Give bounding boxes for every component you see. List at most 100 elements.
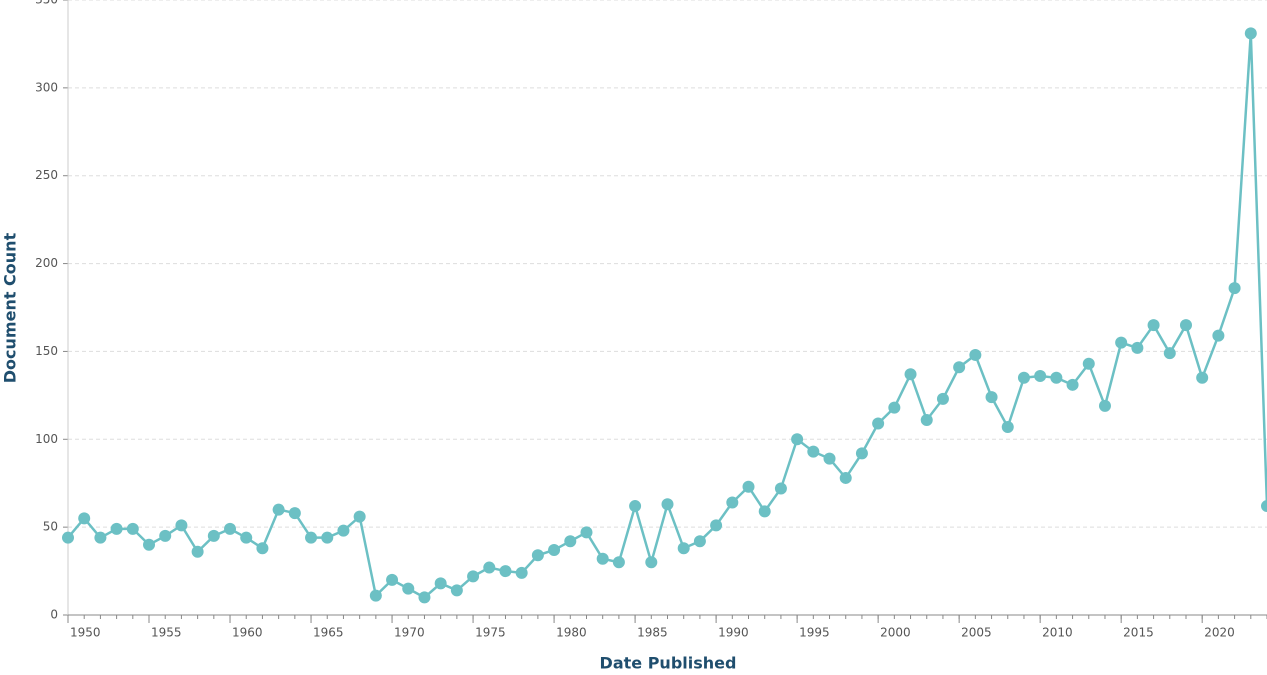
point: [515, 566, 528, 579]
point: [953, 361, 966, 374]
y-tick-label: 200: [35, 256, 58, 270]
point: [1066, 378, 1079, 391]
point: [483, 561, 496, 574]
point: [1098, 399, 1111, 412]
point: [629, 500, 642, 513]
point: [62, 531, 74, 544]
point: [661, 498, 674, 511]
point: [1244, 27, 1257, 40]
point: [1034, 370, 1047, 383]
point: [78, 512, 91, 525]
point: [645, 556, 658, 569]
point: [288, 507, 301, 520]
point: [1147, 319, 1160, 332]
y-tick-label: 0: [50, 608, 58, 622]
point: [1261, 500, 1267, 513]
point: [1163, 347, 1176, 360]
series-line: [67, 33, 1267, 599]
point: [1212, 329, 1225, 342]
point: [807, 445, 820, 458]
point: [256, 542, 269, 555]
x-tick-label: 1995: [799, 626, 830, 640]
point: [855, 447, 868, 460]
point: [1017, 371, 1030, 384]
point: [207, 529, 220, 542]
point: [596, 552, 609, 565]
y-tick-label: 350: [35, 0, 58, 7]
x-tick-label: 1985: [637, 626, 668, 640]
point: [240, 531, 253, 544]
point: [920, 413, 933, 426]
point: [548, 543, 561, 556]
point: [1179, 319, 1192, 332]
point: [1050, 371, 1063, 384]
point: [110, 522, 123, 535]
point: [888, 401, 901, 414]
point: [337, 524, 350, 537]
point: [434, 577, 447, 590]
point: [710, 519, 723, 532]
point: [450, 584, 463, 597]
point: [1082, 357, 1095, 370]
point: [224, 522, 237, 535]
x-axis-title: Date Published: [600, 654, 737, 673]
point: [580, 526, 593, 539]
point: [742, 480, 755, 493]
point: [985, 391, 998, 404]
point: [726, 496, 739, 509]
point: [839, 471, 852, 484]
x-tick-label: 1950: [70, 626, 101, 640]
x-tick-label: 1975: [475, 626, 506, 640]
point: [612, 556, 625, 569]
x-tick-label: 1955: [151, 626, 182, 640]
point: [531, 549, 544, 562]
point: [321, 531, 334, 544]
point: [693, 535, 706, 548]
x-tick-label: 1980: [556, 626, 587, 640]
point: [272, 503, 285, 516]
point: [353, 510, 366, 523]
point: [191, 545, 204, 558]
x-tick-label: 1960: [232, 626, 263, 640]
point: [467, 570, 480, 583]
point: [499, 565, 512, 578]
y-tick-label: 150: [35, 344, 58, 358]
x-tick-label: 1965: [313, 626, 344, 640]
x-tick-label: 1990: [718, 626, 749, 640]
point: [126, 522, 139, 535]
point: [758, 505, 771, 518]
x-tick-label: 2010: [1042, 626, 1073, 640]
y-tick-label: 300: [35, 80, 58, 94]
point: [1196, 371, 1209, 384]
point: [564, 535, 577, 548]
point: [1228, 282, 1241, 295]
point: [936, 392, 949, 405]
point: [774, 482, 787, 495]
point: [175, 519, 188, 532]
point: [1131, 341, 1144, 354]
y-tick-label: 50: [43, 520, 58, 534]
point: [305, 531, 318, 544]
point: [159, 529, 172, 542]
point: [1115, 336, 1128, 349]
x-tick-label: 2000: [880, 626, 911, 640]
x-tick-label: 1970: [394, 626, 425, 640]
point: [418, 591, 431, 604]
point: [386, 573, 399, 586]
point: [969, 348, 982, 361]
point: [677, 542, 690, 555]
point: [94, 531, 107, 544]
y-tick-label: 100: [35, 432, 58, 446]
x-tick-label: 2015: [1123, 626, 1154, 640]
point: [823, 452, 836, 465]
point: [143, 538, 156, 551]
point: [904, 368, 917, 381]
point: [369, 589, 382, 602]
point: [402, 582, 415, 595]
x-tick-label: 2005: [961, 626, 992, 640]
y-tick-label: 250: [35, 168, 58, 182]
point: [791, 433, 804, 446]
y-axis-title: Document Count: [1, 232, 20, 383]
